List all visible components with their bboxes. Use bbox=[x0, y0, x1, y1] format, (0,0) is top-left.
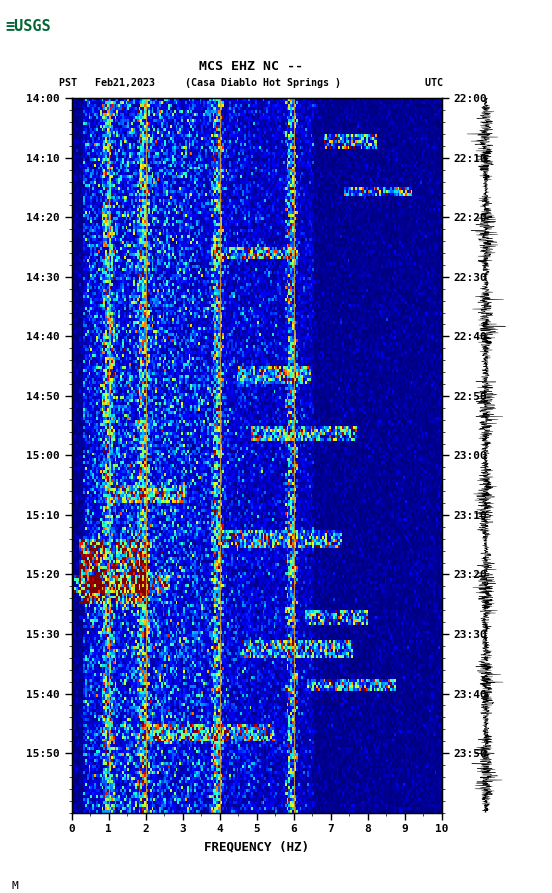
Text: ≡USGS: ≡USGS bbox=[6, 20, 51, 34]
X-axis label: FREQUENCY (HZ): FREQUENCY (HZ) bbox=[204, 840, 309, 853]
Text: MCS EHZ NC --: MCS EHZ NC -- bbox=[199, 60, 303, 73]
Text: PST   Feb21,2023     (Casa Diablo Hot Springs )              UTC: PST Feb21,2023 (Casa Diablo Hot Springs … bbox=[59, 78, 443, 88]
Text: M: M bbox=[11, 881, 18, 891]
